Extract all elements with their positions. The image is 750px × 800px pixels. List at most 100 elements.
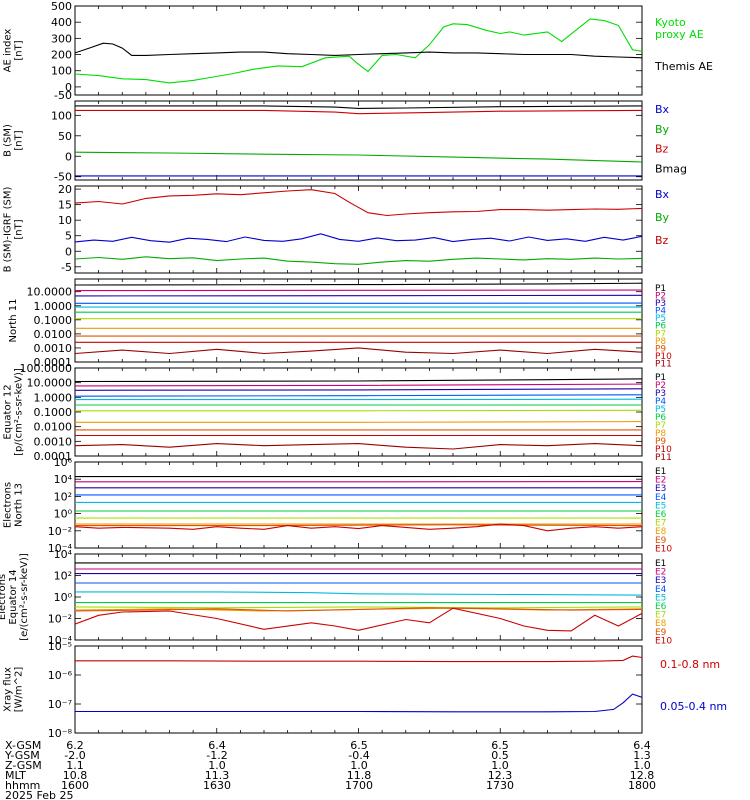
y-axis-label: North 13 xyxy=(14,483,25,527)
y-axis-label: [W/m^2] xyxy=(14,667,25,713)
series-line-p1 xyxy=(75,378,642,383)
legend-label: E10 xyxy=(655,544,672,554)
y-tick-label: 10⁴ xyxy=(54,473,73,486)
y-tick-label: 10⁻² xyxy=(48,525,72,538)
legend-label: Bz xyxy=(655,143,669,156)
series-line-e10 xyxy=(75,607,642,632)
y-tick-label: 10⁻⁶ xyxy=(48,669,73,682)
y-tick-label: 1.0000 xyxy=(34,300,73,313)
legend-label: E2 xyxy=(655,476,666,486)
legend-label: E1 xyxy=(655,467,666,477)
x-axis-value: 11.3 xyxy=(205,769,230,782)
y-tick-label: 0.0100 xyxy=(34,421,73,434)
panel-frame xyxy=(74,461,643,549)
panel-electron_equator: 10⁴ 10² 10⁰ 10⁻² 10⁻⁴ Electrons Equator 14 [e/(… xyxy=(0,548,672,647)
series-line-p11 xyxy=(75,443,642,450)
series-line-kyoto-proxy-ae xyxy=(75,18,642,84)
x-axis-row-label: Y-GSM xyxy=(4,749,40,762)
x-axis-value: 6.2 xyxy=(66,739,84,752)
legend-label: 0.1-0.8 nm xyxy=(660,658,720,671)
legend-label: P11 xyxy=(655,359,672,369)
y-axis-label: [p/(cm²-s-sr-keV)] xyxy=(14,368,25,456)
y-tick-label: 10.0000 xyxy=(27,286,73,299)
x-axis-value: -0.4 xyxy=(348,749,369,762)
legend-label: P5 xyxy=(655,405,666,415)
y-axis-label: [nT] xyxy=(14,130,25,150)
y-tick-label: 10⁰ xyxy=(54,591,73,604)
x-axis-value: 1.0 xyxy=(633,759,651,772)
legend-label: 0.05-0.4 nm xyxy=(660,700,727,713)
y-axis-label: B (SM)-IGRF (SM) xyxy=(3,187,14,273)
x-axis-value: 11.8 xyxy=(347,769,372,782)
y-tick-label: 20 xyxy=(58,183,72,196)
legend-label: P3 xyxy=(655,389,666,399)
y-tick-label: 15 xyxy=(58,199,72,212)
series-line-by xyxy=(75,256,642,265)
y-tick-label: 0.0001 xyxy=(34,356,73,369)
series-line-p11 xyxy=(75,347,642,355)
legend-label: Bmag xyxy=(655,162,687,175)
y-tick-label: 200 xyxy=(51,49,72,62)
series-line-e7 xyxy=(75,606,642,609)
panel-b_sm: 100 50 0 -50 B (SM) [nT] Bx By Bz Bmag xyxy=(3,100,687,184)
y-tick-label: 50 xyxy=(58,130,72,143)
series-line-p3 xyxy=(75,388,642,391)
series-line-p3 xyxy=(75,294,642,297)
series-line-p4 xyxy=(75,394,642,397)
y-tick-label: -50 xyxy=(54,171,72,184)
legend-label: E5 xyxy=(655,501,666,511)
legend-label: Bx xyxy=(655,103,670,116)
legend-label: E7 xyxy=(655,519,666,529)
legend-label: P5 xyxy=(655,314,666,324)
x-axis-row-label: MLT xyxy=(5,769,26,782)
legend-label: E5 xyxy=(655,593,666,603)
legend-label: P10 xyxy=(655,352,672,362)
y-tick-label: -50 xyxy=(54,89,72,102)
y-tick-label: 10⁻⁴ xyxy=(48,634,73,647)
x-axis-value: 1.0 xyxy=(208,759,226,772)
y-axis-label: North 11 xyxy=(8,299,19,343)
y-tick-label: 10⁰ xyxy=(54,508,73,521)
series-line-bz xyxy=(75,109,642,115)
y-axis-label: [e/(cm²-s-sr-keV)] xyxy=(19,553,30,641)
series-line-bz xyxy=(75,189,642,217)
y-tick-label: 0 xyxy=(65,81,72,94)
y-tick-label: 100.0000 xyxy=(20,362,73,375)
legend-label: P1 xyxy=(655,284,666,294)
x-axis-value: -1.2 xyxy=(206,749,227,762)
series-line-p8 xyxy=(75,421,642,423)
date-label: 2025 Feb 25 xyxy=(5,789,73,800)
legend-label: P1 xyxy=(655,373,666,383)
y-tick-label: 0.1000 xyxy=(34,314,73,327)
legend-label: By xyxy=(655,123,670,136)
series-line-bmag xyxy=(75,105,642,109)
y-tick-label: 10⁻⁷ xyxy=(48,698,72,711)
legend-label: E6 xyxy=(655,602,667,612)
series-line-e5 xyxy=(75,591,642,596)
y-tick-label: 500 xyxy=(51,0,72,13)
x-axis-value: 1800 xyxy=(628,779,656,792)
legend-label: E8 xyxy=(655,619,667,629)
x-axis-value: 6.4 xyxy=(633,739,651,752)
legend-label: E1 xyxy=(655,559,666,569)
series-line-0-05-0-4-nm xyxy=(75,693,642,713)
legend-label: P7 xyxy=(655,421,666,431)
y-axis-label: Equator 14 xyxy=(8,569,19,624)
series-line-0-1-0-8-nm xyxy=(75,655,642,663)
legend-label: P4 xyxy=(655,397,666,407)
legend-label: P11 xyxy=(655,453,672,463)
series-line-e9 xyxy=(75,607,642,612)
x-axis-value: 1730 xyxy=(486,779,514,792)
x-axis-value: 0.5 xyxy=(491,749,509,762)
legend-label: E9 xyxy=(655,536,667,546)
y-tick-label: 10² xyxy=(54,490,72,503)
x-axis-row-label: Z-GSM xyxy=(5,759,42,772)
x-axis-value: 12.3 xyxy=(488,769,513,782)
legend-label: Bz xyxy=(655,234,669,247)
x-axis-row-label: hhmm xyxy=(5,779,40,792)
y-tick-label: 1.0000 xyxy=(34,391,73,404)
y-tick-label: 0.0010 xyxy=(34,342,73,355)
x-axis-row-label: X-GSM xyxy=(5,739,41,752)
